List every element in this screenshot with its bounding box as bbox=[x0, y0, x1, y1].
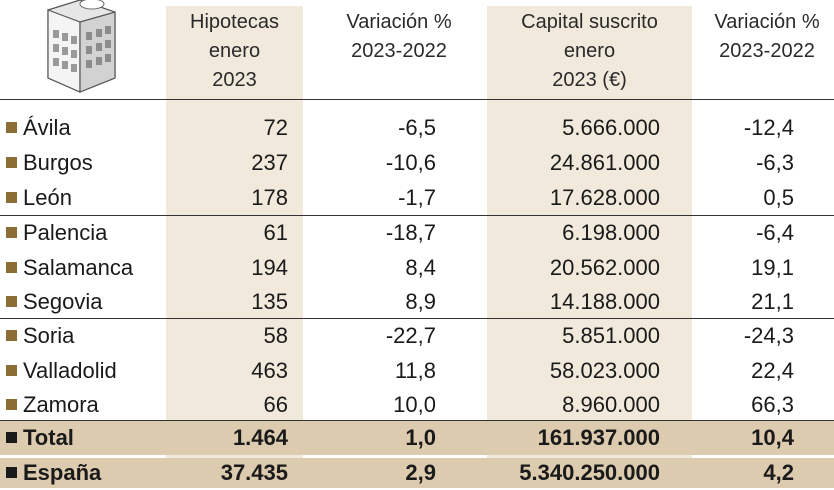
bullet-square-icon bbox=[6, 191, 17, 203]
row-name: Total bbox=[6, 421, 74, 455]
capital-cell: 20.562.000 bbox=[549, 255, 660, 280]
capital-cell: 58.023.000 bbox=[549, 358, 660, 383]
capital-cell: 161.937.000 bbox=[537, 425, 660, 450]
bullet-square-icon bbox=[6, 431, 17, 443]
hipotecas-cell: 463 bbox=[251, 358, 288, 383]
variacion-capital-cell: -24,3 bbox=[743, 323, 794, 348]
group-divider bbox=[0, 420, 834, 421]
row-name: Salamanca bbox=[6, 251, 133, 285]
variacion-capital-cell: -12,4 bbox=[743, 115, 794, 140]
variacion-cell: 8,9 bbox=[405, 289, 436, 314]
row-name: Segovia bbox=[6, 285, 103, 319]
variacion-capital-cell: 19,1 bbox=[751, 255, 794, 280]
variacion-capital-cell: 4,2 bbox=[763, 460, 794, 485]
table-row: Zamora 66 10,0 8.960.000 66,3 bbox=[0, 388, 834, 422]
capital-cell: 5.666.000 bbox=[562, 115, 660, 140]
variacion-capital-cell: -6,4 bbox=[756, 220, 794, 245]
variacion-cell: -18,7 bbox=[385, 220, 436, 245]
variacion-cell: 2,9 bbox=[405, 460, 436, 485]
row-name: Valladolid bbox=[6, 354, 117, 388]
row-name: Burgos bbox=[6, 146, 93, 180]
variacion-cell: -22,7 bbox=[385, 323, 436, 348]
hipotecas-column-shade bbox=[166, 6, 303, 479]
hipotecas-cell: 58 bbox=[263, 323, 288, 348]
capital-cell: 14.188.000 bbox=[549, 289, 660, 314]
capital-column-shade bbox=[487, 6, 692, 479]
hipotecas-cell: 178 bbox=[251, 185, 288, 210]
table-row: Soria 58 -22,7 5.851.000 -24,3 bbox=[0, 319, 834, 353]
bullet-square-icon bbox=[6, 226, 17, 238]
variacion-capital-cell: 21,1 bbox=[751, 289, 794, 314]
header-hipotecas: Hipotecas enero 2023 bbox=[190, 11, 279, 91]
bullet-square-icon bbox=[6, 261, 17, 273]
bullet-square-icon bbox=[6, 398, 17, 410]
row-name: Soria bbox=[6, 319, 74, 353]
group-divider bbox=[0, 318, 834, 319]
bullet-square-icon bbox=[6, 466, 17, 478]
variacion-cell: -10,6 bbox=[385, 150, 436, 175]
total-row: Total 1.464 1,0 161.937.000 10,4 bbox=[0, 421, 834, 455]
bullet-square-icon bbox=[6, 329, 17, 341]
bullet-square-icon bbox=[6, 295, 17, 307]
variacion-capital-cell: 22,4 bbox=[751, 358, 794, 383]
total-band bbox=[0, 421, 834, 455]
header-capital: Capital suscrito enero 2023 (€) bbox=[521, 11, 658, 91]
capital-cell: 6.198.000 bbox=[562, 220, 660, 245]
hipotecas-cell: 237 bbox=[251, 150, 288, 175]
table-row: Burgos 237 -10,6 24.861.000 -6,3 bbox=[0, 146, 834, 180]
building-icon bbox=[30, 0, 130, 95]
variacion-cell: -6,5 bbox=[398, 115, 436, 140]
table-row: Valladolid 463 11,8 58.023.000 22,4 bbox=[0, 354, 834, 388]
hipotecas-cell: 66 bbox=[263, 392, 288, 417]
hipotecas-cell: 194 bbox=[251, 255, 288, 280]
bullet-square-icon bbox=[6, 364, 17, 376]
hipotecas-cell: 1.464 bbox=[232, 425, 288, 450]
variacion-cell: -1,7 bbox=[398, 185, 436, 210]
bullet-square-icon bbox=[6, 121, 17, 133]
row-name: España bbox=[6, 456, 101, 490]
row-name: Ávila bbox=[6, 111, 71, 145]
capital-cell: 24.861.000 bbox=[549, 150, 660, 175]
variacion-cell: 11,8 bbox=[394, 358, 436, 383]
capital-cell: 8.960.000 bbox=[562, 392, 660, 417]
header-variacion-capital: Variación % 2023-2022 bbox=[714, 11, 820, 62]
capital-cell: 5.340.250.000 bbox=[519, 460, 660, 485]
capital-cell: 17.628.000 bbox=[549, 185, 660, 210]
row-name: Zamora bbox=[6, 388, 99, 422]
table-row: Salamanca 194 8,4 20.562.000 19,1 bbox=[0, 251, 834, 285]
hipotecas-cell: 135 bbox=[251, 289, 288, 314]
header-variacion-hipotecas: Variación % 2023-2022 bbox=[346, 11, 452, 62]
header-divider bbox=[0, 99, 834, 100]
capital-cell: 5.851.000 bbox=[562, 323, 660, 348]
variacion-capital-cell: 10,4 bbox=[751, 425, 794, 450]
bullet-square-icon bbox=[6, 156, 17, 168]
table-row: Segovia 135 8,9 14.188.000 21,1 bbox=[0, 285, 834, 319]
table-row: León 178 -1,7 17.628.000 0,5 bbox=[0, 181, 834, 215]
variacion-cell: 10,0 bbox=[393, 392, 436, 417]
hipotecas-cell: 37.435 bbox=[220, 460, 288, 485]
row-name: Palencia bbox=[6, 216, 107, 250]
variacion-capital-cell: 0,5 bbox=[763, 185, 794, 210]
row-name: León bbox=[6, 181, 72, 215]
table-row: Palencia 61 -18,7 6.198.000 -6,4 bbox=[0, 216, 834, 250]
hipotecas-cell: 61 bbox=[263, 220, 288, 245]
hipotecas-cell: 72 bbox=[263, 115, 288, 140]
variacion-cell: 1,0 bbox=[405, 425, 436, 450]
variacion-capital-cell: -6,3 bbox=[756, 150, 794, 175]
espana-row: España 37.435 2,9 5.340.250.000 4,2 bbox=[0, 456, 834, 490]
table-row: Ávila 72 -6,5 5.666.000 -12,4 bbox=[0, 111, 834, 145]
variacion-cell: 8,4 bbox=[405, 255, 436, 280]
variacion-capital-cell: 66,3 bbox=[751, 392, 794, 417]
group-divider bbox=[0, 215, 834, 216]
